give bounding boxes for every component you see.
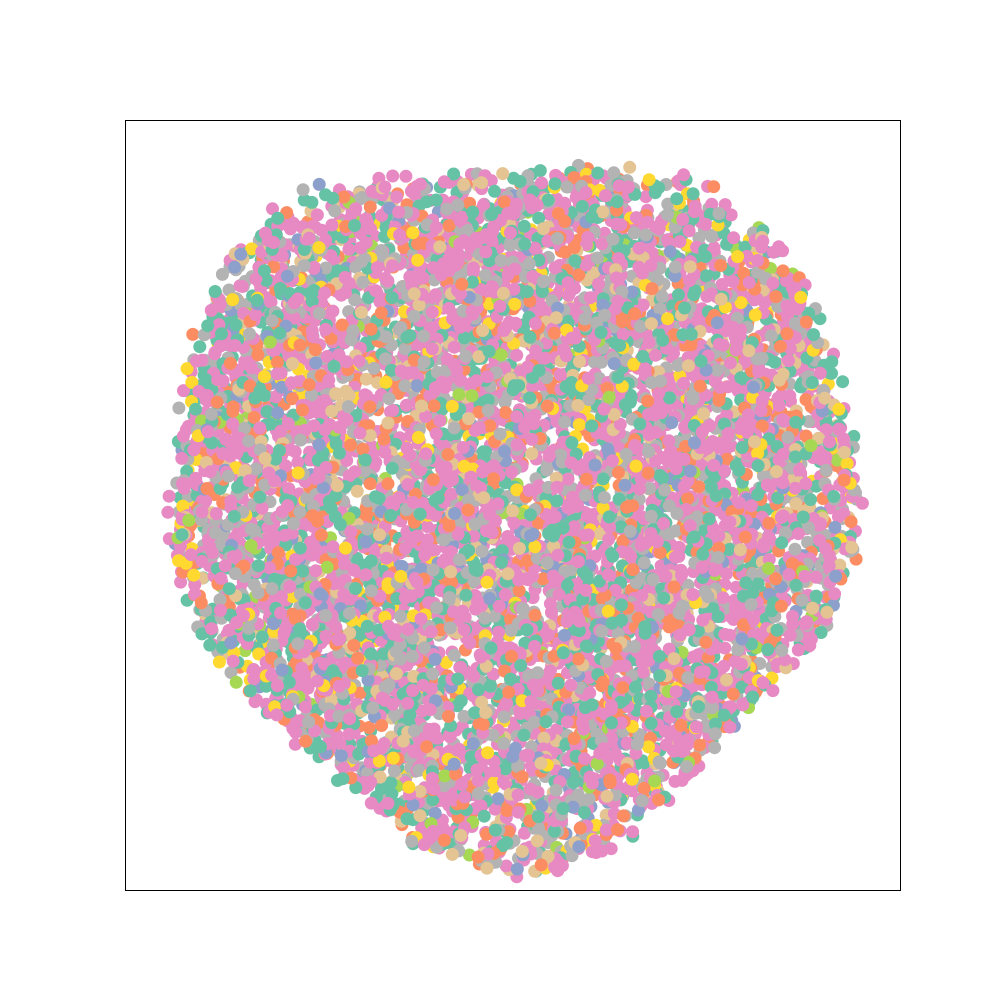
scatter-point <box>399 170 412 183</box>
scatter-point <box>386 170 399 183</box>
scatter-point <box>845 515 858 528</box>
scatter-point <box>379 272 392 285</box>
scatter-point <box>534 164 547 177</box>
scatter-point <box>800 393 813 406</box>
scatter-point <box>623 161 636 174</box>
scatter-point <box>163 490 176 503</box>
scatter-point <box>498 711 511 724</box>
scatter-point <box>351 485 364 498</box>
scatter-point <box>783 389 796 402</box>
scatter-point <box>626 825 639 838</box>
scatter-point <box>590 846 603 859</box>
scatter-point <box>828 521 841 534</box>
scatter-point <box>193 340 206 353</box>
scatter-point <box>172 402 185 415</box>
scatter-point <box>578 806 591 819</box>
scatter-point <box>492 792 505 805</box>
scatter-point <box>256 502 269 515</box>
scatter-point <box>421 520 434 533</box>
scatter-point <box>588 356 601 369</box>
scatter-point <box>772 240 785 253</box>
